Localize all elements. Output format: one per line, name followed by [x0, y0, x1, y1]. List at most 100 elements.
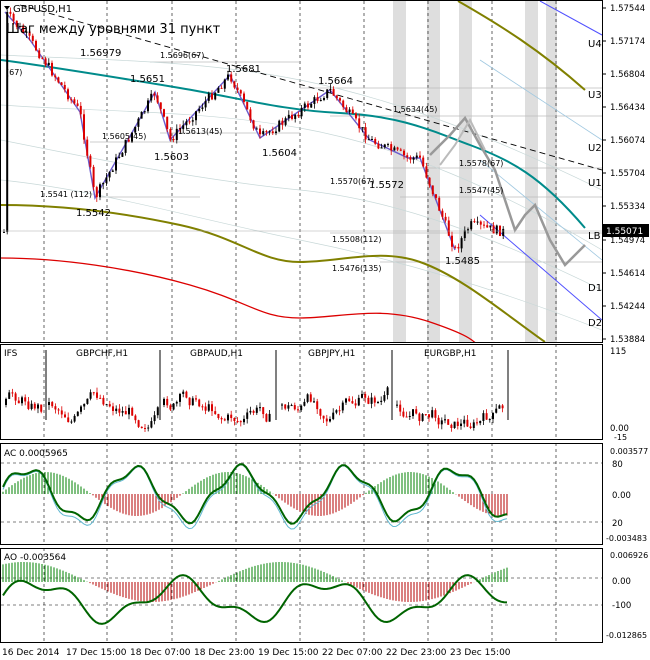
- candle-body: [163, 109, 165, 117]
- label-1.5572: 1.5572: [369, 180, 404, 191]
- candle-body: [28, 31, 31, 36]
- ifs-candle-body: [408, 416, 411, 418]
- ifs-candle-body: [309, 394, 312, 402]
- ifs-candle-body: [345, 398, 347, 403]
- candle-body: [195, 111, 197, 121]
- label-1.5541: 1.5541 (112): [40, 190, 92, 199]
- ifs-candle-body: [431, 410, 434, 418]
- ifs-candle-body: [140, 426, 143, 428]
- ifs-candle-body: [220, 418, 223, 420]
- ifs-candle-body: [246, 412, 249, 419]
- candle-body: [70, 99, 73, 101]
- ifs-candle-body: [57, 409, 60, 411]
- channel-lines-faint: [479, 59, 602, 261]
- candle-body: [57, 77, 60, 83]
- candle-body: [406, 155, 409, 158]
- ifs-candle-body: [249, 410, 252, 413]
- ifs-candle-body: [364, 394, 367, 398]
- ifs-candle-body: [121, 411, 124, 413]
- ac-signal-line: [2, 464, 508, 530]
- ac-panel[interactable]: [1, 443, 602, 545]
- ao-panel[interactable]: [1, 548, 602, 643]
- candle-body: [326, 89, 329, 98]
- ac-label: AC 0.0005965: [4, 449, 68, 459]
- candle-body: [287, 114, 290, 119]
- ifs-candle-body: [60, 410, 63, 415]
- candle-body: [223, 79, 226, 89]
- time-tick: 18 Dec 07:00: [130, 648, 191, 658]
- ifs-candle-body: [399, 404, 402, 412]
- ifs-candle-body: [102, 397, 105, 405]
- ifs-candle-body: [211, 404, 213, 412]
- ifs-panel[interactable]: [5, 344, 557, 440]
- label-1.56979: 1.56979: [80, 48, 121, 59]
- ao-label: AO -0.003564: [4, 553, 66, 563]
- price-tick: 1.54244: [610, 302, 645, 312]
- level-D1: D1: [588, 283, 602, 294]
- ifs-candle-body: [179, 393, 181, 402]
- ifs-candle-body: [415, 409, 418, 414]
- label-1.5547: 1.5547(45): [459, 186, 503, 195]
- candle-body: [467, 229, 469, 231]
- candle-body: [319, 99, 322, 102]
- candle-body: [153, 93, 156, 96]
- ifs-candle-body: [488, 419, 491, 421]
- ifs-candle-body: [335, 410, 338, 413]
- candle-body: [284, 118, 287, 125]
- candle-body: [393, 147, 396, 151]
- ifs-candle-body: [83, 403, 86, 407]
- ifs-candle-body: [300, 405, 303, 411]
- ifs-candle-body: [281, 404, 283, 406]
- candle-body: [438, 197, 441, 211]
- candle-body: [115, 157, 117, 171]
- ifs-candle-body: [156, 407, 159, 416]
- candle-body: [233, 81, 236, 88]
- ac-axis-80: 80: [612, 460, 623, 470]
- label-1.5578: 1.5578(67): [459, 159, 503, 168]
- ifs-candle-body: [214, 411, 217, 414]
- ifs-candle-body: [297, 409, 299, 411]
- ifs-candle-body: [386, 387, 389, 396]
- ifs-candle-body: [322, 415, 325, 419]
- ifs-axis-zero: 0.00: [610, 424, 629, 434]
- candle-body: [310, 103, 313, 108]
- ifs-candle-body: [37, 404, 39, 409]
- projection-path-2: [439, 117, 486, 166]
- ifs-candle-body: [204, 406, 207, 411]
- ac-axis-bottom: -0.003483: [606, 534, 647, 543]
- time-tick: 18 Dec 23:00: [194, 648, 255, 658]
- ifs-candle-body: [118, 408, 121, 413]
- ao-axis-zero: 0.00: [612, 577, 631, 587]
- candle-body: [255, 128, 258, 130]
- level-labels: U4 U3 U2 U1 LB D1 D2: [588, 39, 602, 329]
- candle-body: [425, 166, 428, 178]
- ifs-candle-body: [153, 415, 156, 422]
- ifs-candle-body: [188, 397, 191, 406]
- candle-body: [6, 11, 9, 232]
- candle-body: [44, 58, 47, 66]
- ifs-candle-body: [361, 394, 363, 398]
- candle-body: [22, 26, 25, 33]
- main-price-panel[interactable]: [1, 1, 602, 345]
- ifs-candle-body: [207, 404, 210, 411]
- candle-body: [211, 93, 213, 100]
- candle-body: [134, 126, 137, 133]
- ifs-candle-body: [230, 414, 233, 418]
- label-1.5651: 1.5651: [130, 74, 165, 85]
- ifs-candle-body: [396, 404, 398, 406]
- note-label: Шаг между уровнями 31 пункт: [6, 22, 221, 37]
- ifs-candle-body: [112, 406, 114, 411]
- candle-body: [47, 62, 50, 66]
- candle-body: [454, 246, 457, 248]
- candle-body: [486, 225, 489, 228]
- ifs-candle-body: [290, 405, 293, 407]
- zigzag: [4, 11, 456, 251]
- ifs-candle-body: [115, 408, 118, 411]
- candle-body: [303, 103, 306, 108]
- ifs-candle-body: [17, 400, 20, 404]
- time-tick: 16 Dec 2014: [2, 648, 60, 658]
- candle-body: [444, 216, 447, 221]
- ifs-candles: [5, 386, 504, 433]
- candle-body: [355, 113, 357, 119]
